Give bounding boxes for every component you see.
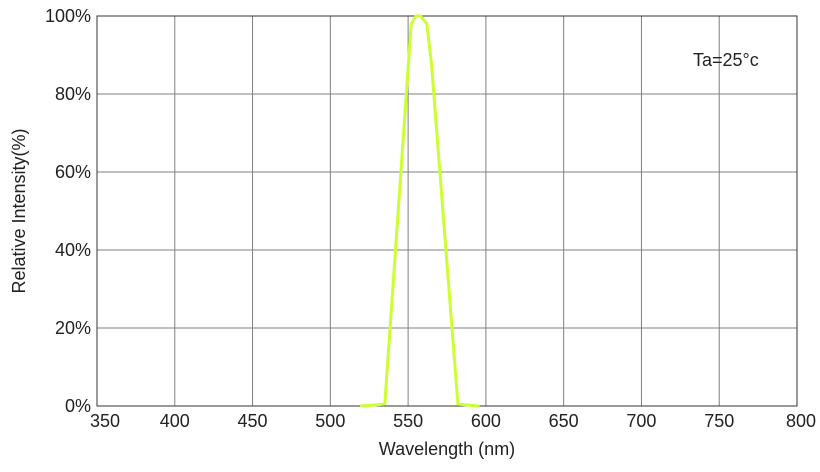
x-tick-label: 350 — [90, 411, 120, 431]
x-tick-label: 500 — [315, 411, 345, 431]
temperature-annotation: Ta=25°c — [693, 50, 759, 70]
x-tick-label: 700 — [626, 411, 656, 431]
spectrum-line — [359, 14, 480, 408]
y-axis-label: Relative Intensity(%) — [9, 128, 29, 293]
x-tick-label: 400 — [160, 411, 190, 431]
x-tick-label: 650 — [549, 411, 579, 431]
x-axis-ticks: 350 400 450 500 550 600 650 700 750 800 — [90, 411, 816, 431]
y-tick-label: 60% — [55, 162, 91, 182]
series-layer — [359, 14, 480, 408]
plot-area-frame — [96, 15, 798, 407]
grid — [97, 16, 797, 406]
y-tick-label: 20% — [55, 318, 91, 338]
x-tick-label: 800 — [786, 411, 816, 431]
x-tick-label: 550 — [393, 411, 423, 431]
x-tick-label: 450 — [238, 411, 268, 431]
x-tick-label: 600 — [471, 411, 501, 431]
y-tick-label: 100% — [45, 6, 91, 26]
x-axis-label: Wavelength (nm) — [379, 439, 515, 459]
y-tick-label: 0% — [65, 396, 91, 416]
y-tick-label: 40% — [55, 240, 91, 260]
x-tick-label: 750 — [704, 411, 734, 431]
y-tick-label: 80% — [55, 84, 91, 104]
y-axis-ticks: 0% 20% 40% 60% 80% 100% — [45, 6, 91, 416]
